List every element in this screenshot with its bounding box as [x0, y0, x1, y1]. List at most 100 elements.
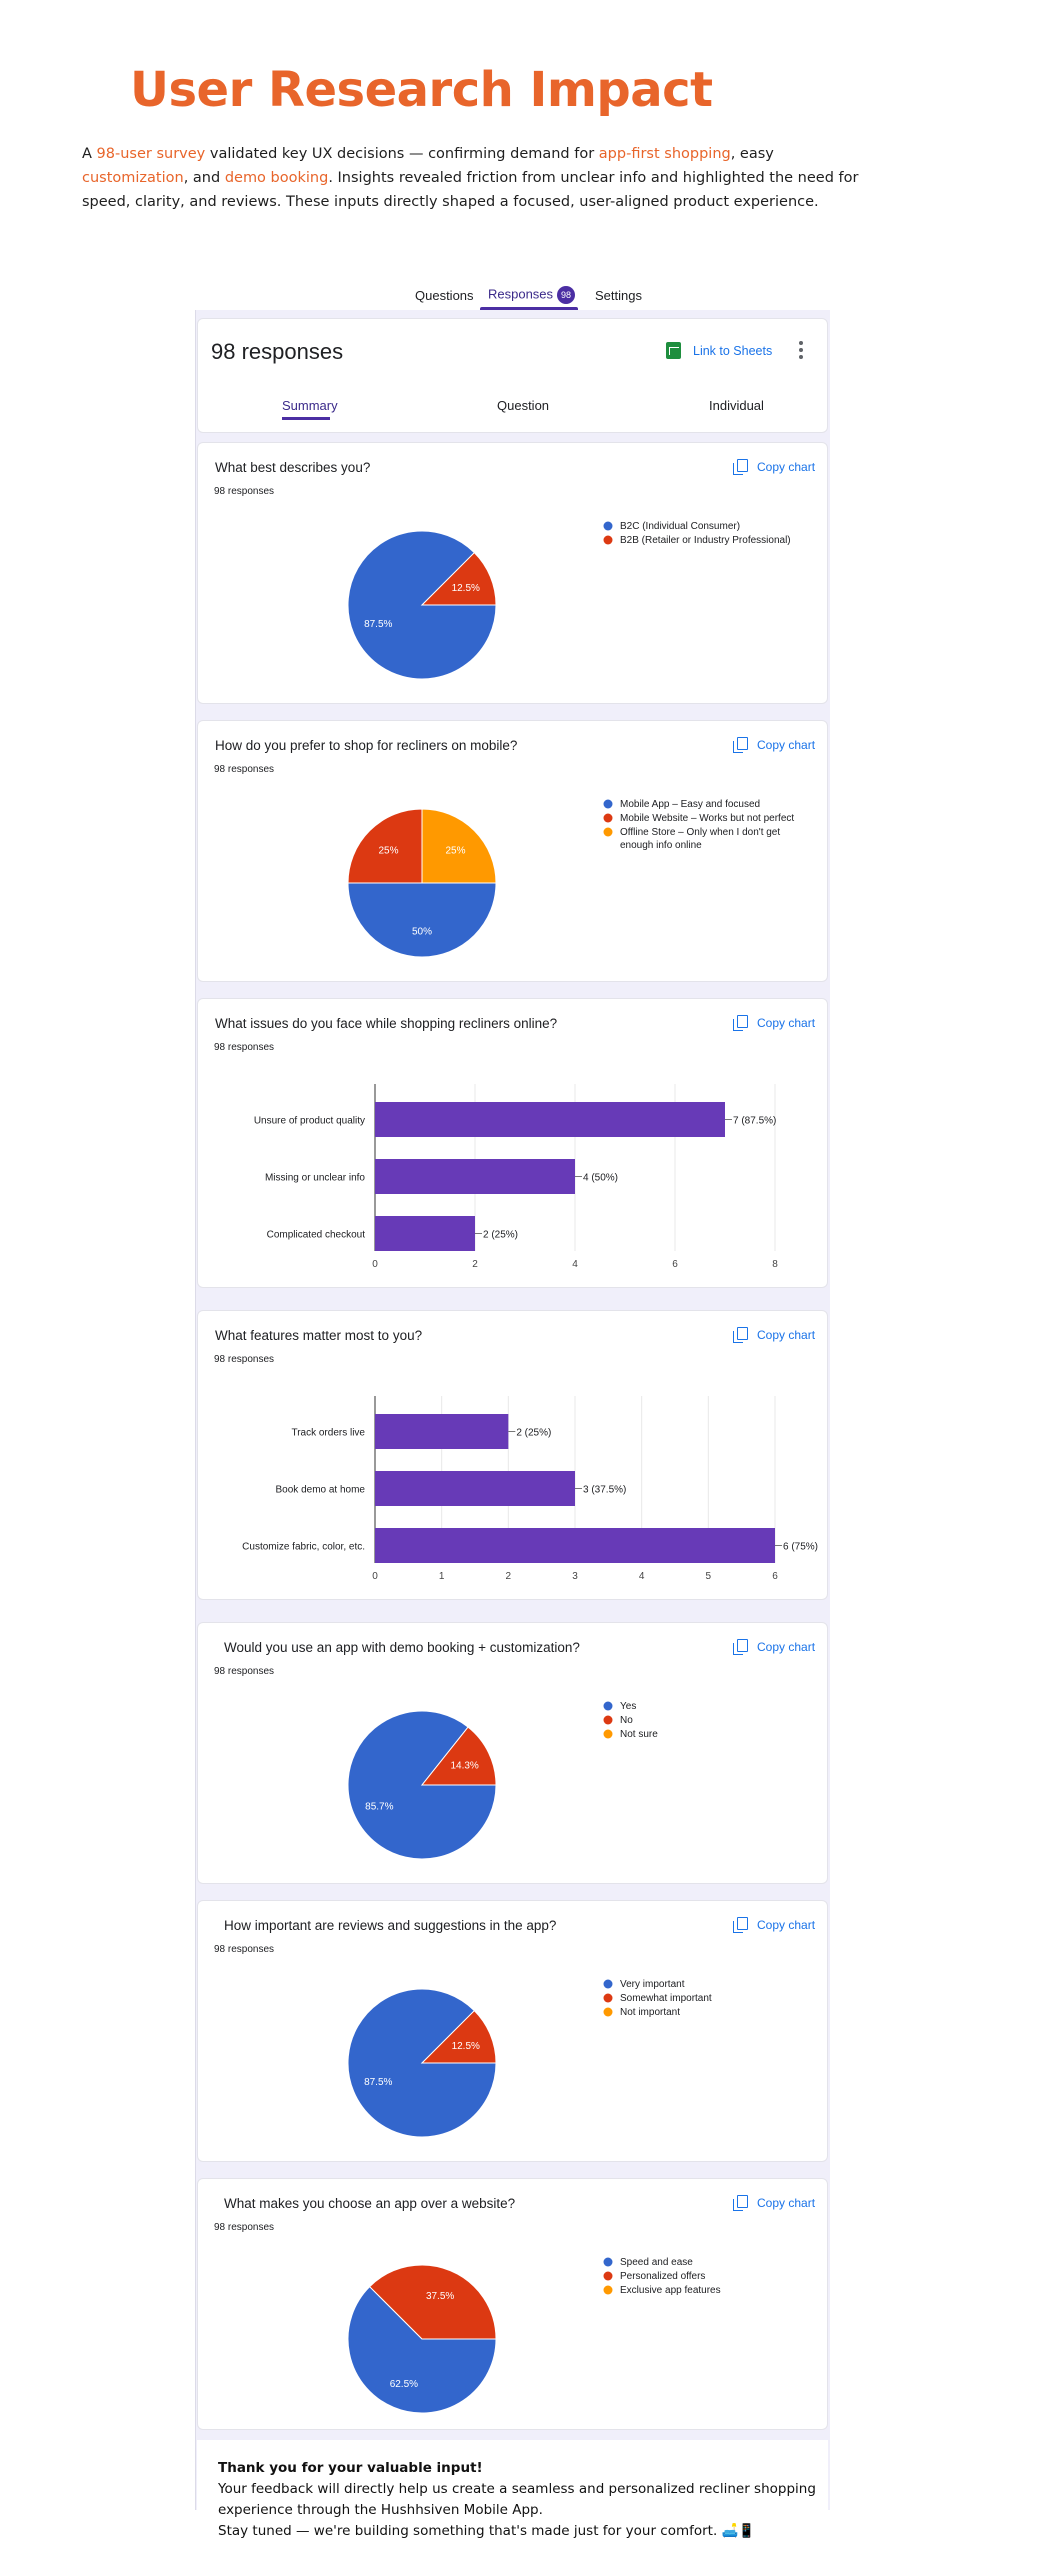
- pie-slice: [368, 2264, 497, 2340]
- legend-swatch: [603, 535, 613, 545]
- form-tabs: Questions Responses 98 Settings: [195, 282, 830, 310]
- chart-svg: 62.5% 37.5% Speed and ease Personalized off…: [347, 2257, 721, 2414]
- question-title: How do you prefer to shop for recliners …: [215, 738, 518, 753]
- copy-chart-label: Copy chart: [757, 1918, 816, 1932]
- bar: [375, 1528, 775, 1563]
- legend-label: Not sure: [620, 1729, 658, 1740]
- question-title: What features matter most to you?: [215, 1328, 423, 1343]
- pie-data-label: 62.5%: [390, 2379, 418, 2390]
- pie-slice: [420, 2009, 497, 2064]
- copy-chart-button[interactable]: Copy chart: [733, 1327, 823, 1345]
- legend-label: Not important: [620, 2007, 680, 2018]
- tab-question[interactable]: Question: [497, 398, 550, 413]
- chart-svg: 50% 25% 25% Mobile App – Easy and focused Mo…: [347, 799, 794, 958]
- response-count: 98 responses: [214, 1944, 275, 1955]
- copy-icon: [733, 459, 748, 475]
- legend-swatch: [603, 521, 613, 531]
- legend-swatch: [603, 813, 613, 823]
- active-subtab-indicator: [282, 417, 330, 420]
- more-options-icon[interactable]: [798, 341, 804, 359]
- x-tick-label: 2: [472, 1259, 478, 1270]
- link-to-sheets-button[interactable]: Link to Sheets: [666, 341, 776, 361]
- legend-swatch: [603, 2257, 613, 2267]
- response-count: 98 responses: [214, 486, 275, 497]
- legend-label: enough info online: [620, 840, 702, 851]
- tab-responses-label: Responses: [488, 286, 554, 302]
- bar: [375, 1159, 575, 1194]
- chart-svg: 87.5% 12.5% B2C (Individual Consumer) B2B (…: [347, 521, 791, 680]
- category-label: Complicated checkout: [267, 1230, 366, 1241]
- bar-data-label: 2 (25%): [516, 1428, 551, 1439]
- copy-chart-button[interactable]: Copy chart: [733, 737, 823, 755]
- legend-swatch: [603, 1715, 613, 1725]
- question-title: What makes you choose an app over a webs…: [224, 2196, 516, 2211]
- copy-chart-button[interactable]: Copy chart: [733, 459, 823, 477]
- chart-svg: 0 1 2 3 4 5 6 Track orders live 2 (25%) Book demo…: [242, 1396, 818, 1582]
- highlight-app-first: app-first shopping: [598, 146, 731, 162]
- copy-chart-button[interactable]: Copy chart: [733, 2195, 823, 2213]
- legend-swatch: [603, 1979, 613, 1989]
- thank-you-line: Your feedback will directly help us crea…: [218, 2481, 816, 2518]
- pie-data-label: 14.3%: [450, 1760, 478, 1771]
- copy-icon: [733, 1639, 748, 1655]
- legend-swatch: [603, 1701, 613, 1711]
- chart-svg: 85.7% 14.3% Yes No Not sure: [347, 1701, 658, 1860]
- tab-questions[interactable]: Questions: [415, 288, 474, 303]
- copy-chart-label: Copy chart: [757, 1016, 816, 1030]
- copy-icon: [733, 737, 748, 753]
- copy-icon: [733, 1015, 748, 1031]
- responses-title: 98 responses: [211, 339, 344, 364]
- copy-chart-label: Copy chart: [757, 460, 816, 474]
- bar: [375, 1102, 725, 1137]
- x-tick-label: 4: [572, 1259, 578, 1270]
- copy-icon: [733, 1327, 748, 1343]
- responses-count-badge: 98: [557, 286, 576, 304]
- intro-text: , easy: [730, 146, 774, 162]
- tab-summary[interactable]: Summary: [282, 398, 338, 413]
- tab-individual[interactable]: Individual: [709, 398, 764, 413]
- question-card: How do you prefer to shop for recliners …: [197, 720, 828, 982]
- legend-label: B2B (Retailer or Industry Professional): [620, 535, 791, 546]
- question-card: Would you use an app with demo booking +…: [197, 1622, 828, 1884]
- legend-label: Speed and ease: [620, 2257, 693, 2268]
- tab-responses[interactable]: Responses 98: [488, 286, 576, 304]
- intro-paragraph: A 98-user survey validated key UX decisi…: [82, 142, 882, 214]
- pie-slice: [347, 1988, 497, 2138]
- x-tick-label: 3: [572, 1571, 578, 1582]
- question-card: What features matter most to you? 98 res…: [197, 1310, 828, 1600]
- x-tick-label: 5: [706, 1571, 712, 1582]
- legend-label: B2C (Individual Consumer): [620, 521, 740, 532]
- category-label: Missing or unclear info: [265, 1173, 365, 1184]
- pie-data-label: 87.5%: [364, 2077, 392, 2088]
- copy-chart-label: Copy chart: [757, 1640, 816, 1654]
- legend-label: No: [620, 1715, 633, 1726]
- bar-data-label: 3 (37.5%): [583, 1485, 626, 1496]
- tab-settings[interactable]: Settings: [595, 288, 642, 303]
- bar-data-label: 2 (25%): [483, 1230, 518, 1241]
- question-title: How important are reviews and suggestion…: [224, 1918, 557, 1933]
- pie-data-label: 85.7%: [365, 1802, 393, 1813]
- category-label: Book demo at home: [276, 1485, 366, 1496]
- highlight-customization: customization: [82, 170, 184, 186]
- copy-icon: [733, 2195, 748, 2211]
- legend-label: Offline Store – Only when I don't get: [620, 827, 780, 838]
- pie-slice: [420, 1726, 497, 1786]
- x-tick-label: 2: [506, 1571, 512, 1582]
- copy-chart-button[interactable]: Copy chart: [733, 1639, 823, 1657]
- copy-chart-button[interactable]: Copy chart: [733, 1917, 823, 1935]
- question-card: What makes you choose an app over a webs…: [197, 2178, 828, 2430]
- legend-swatch: [603, 1729, 613, 1739]
- pie-data-label: 12.5%: [452, 2041, 480, 2052]
- legend-swatch: [603, 827, 613, 837]
- question-title: What issues do you face while shopping r…: [215, 1016, 558, 1031]
- pie-slice: [347, 530, 497, 680]
- intro-text: . Insights revealed friction from unclea…: [82, 170, 859, 210]
- legend-swatch: [603, 2285, 613, 2295]
- bar-data-label: 7 (87.5%): [733, 1116, 776, 1127]
- active-tab-indicator: [480, 307, 578, 310]
- legend-label: Exclusive app features: [620, 2285, 721, 2296]
- copy-chart-label: Copy chart: [757, 1328, 816, 1342]
- copy-chart-button[interactable]: Copy chart: [733, 1015, 823, 1033]
- thank-you-text: Thank you for your valuable input! Your …: [218, 2458, 818, 2542]
- pie-slice: [347, 1710, 497, 1860]
